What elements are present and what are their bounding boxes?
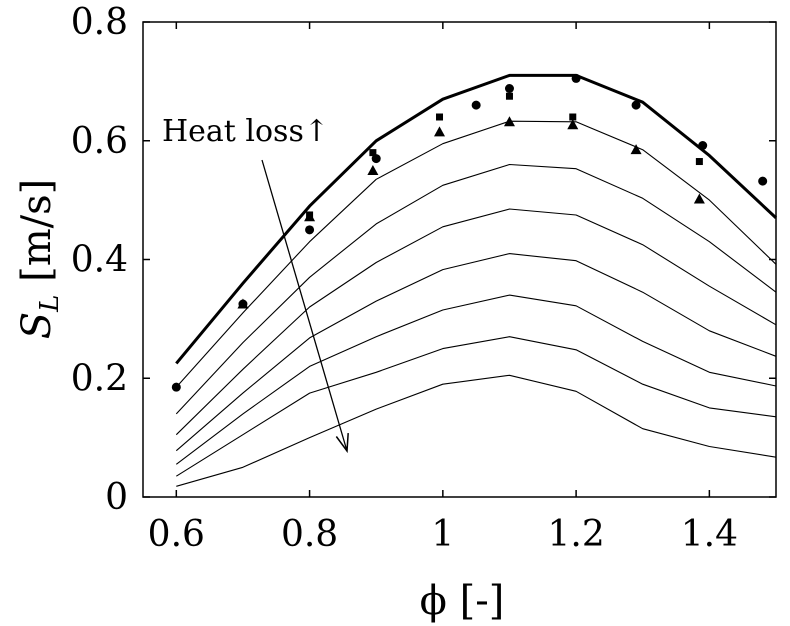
x-tick-label: 0.6 <box>148 514 205 555</box>
circle-marker <box>471 100 481 110</box>
x-tick-label: 0.8 <box>281 514 338 555</box>
y-tick-label: 0.2 <box>71 358 128 399</box>
circle-marker <box>171 382 181 392</box>
triangle-marker <box>693 193 705 204</box>
y-tick-label: 0.6 <box>71 121 128 162</box>
x-tick-label: 1 <box>431 514 454 555</box>
arrow-shaft <box>261 159 348 452</box>
series-line-7 <box>176 374 777 487</box>
square-marker <box>369 149 377 157</box>
tick-layer: 0.6 0.8 1 1.2 1.4 0 0.2 0.4 0.6 0.8 <box>71 2 776 555</box>
triangle-marker <box>630 144 642 155</box>
heat-loss-annotation: Heat loss↑ <box>162 114 329 149</box>
circle-marker <box>698 141 708 150</box>
y-axis-label-sub: L <box>35 295 65 313</box>
y-tick-label: 0.4 <box>71 240 128 281</box>
x-axis-label: ϕ [-] <box>420 578 505 624</box>
circle-marker <box>571 73 581 83</box>
square-marker <box>436 113 444 121</box>
y-axis-label-unit: [m/s] <box>14 179 60 295</box>
square-marker <box>695 158 703 166</box>
circle-marker <box>504 84 514 93</box>
series-layer <box>175 73 778 487</box>
x-tick-label: 1.2 <box>547 514 604 555</box>
series-line-5 <box>175 294 777 465</box>
triangle-marker <box>304 211 316 222</box>
y-axis-label: SL [m/s] <box>14 179 65 340</box>
triangle-marker <box>434 126 446 137</box>
square-marker <box>505 92 513 100</box>
heat-loss-arrow <box>261 159 349 454</box>
x-tick-label: 1.4 <box>681 514 738 555</box>
triangle-marker <box>503 116 515 127</box>
triangle-marker <box>237 298 249 309</box>
y-tick-label: 0 <box>105 477 128 518</box>
triangle-marker <box>367 164 379 175</box>
series-line-adiabatic <box>175 73 778 365</box>
circle-marker <box>371 154 381 164</box>
series-line-6 <box>176 336 777 477</box>
series-line-1 <box>175 120 777 388</box>
circle-marker <box>758 176 768 186</box>
square-marker <box>569 113 577 121</box>
arrow-head <box>335 432 349 454</box>
series-line-4 <box>175 253 777 452</box>
circle-marker <box>305 225 315 235</box>
series-line-3 <box>175 208 777 436</box>
y-axis-label-main: S <box>14 312 60 339</box>
marker-layer <box>171 73 768 392</box>
series-line-2 <box>175 163 777 415</box>
y-tick-label: 0.8 <box>71 2 128 43</box>
circle-marker <box>631 100 641 110</box>
triangle-marker <box>567 119 579 130</box>
